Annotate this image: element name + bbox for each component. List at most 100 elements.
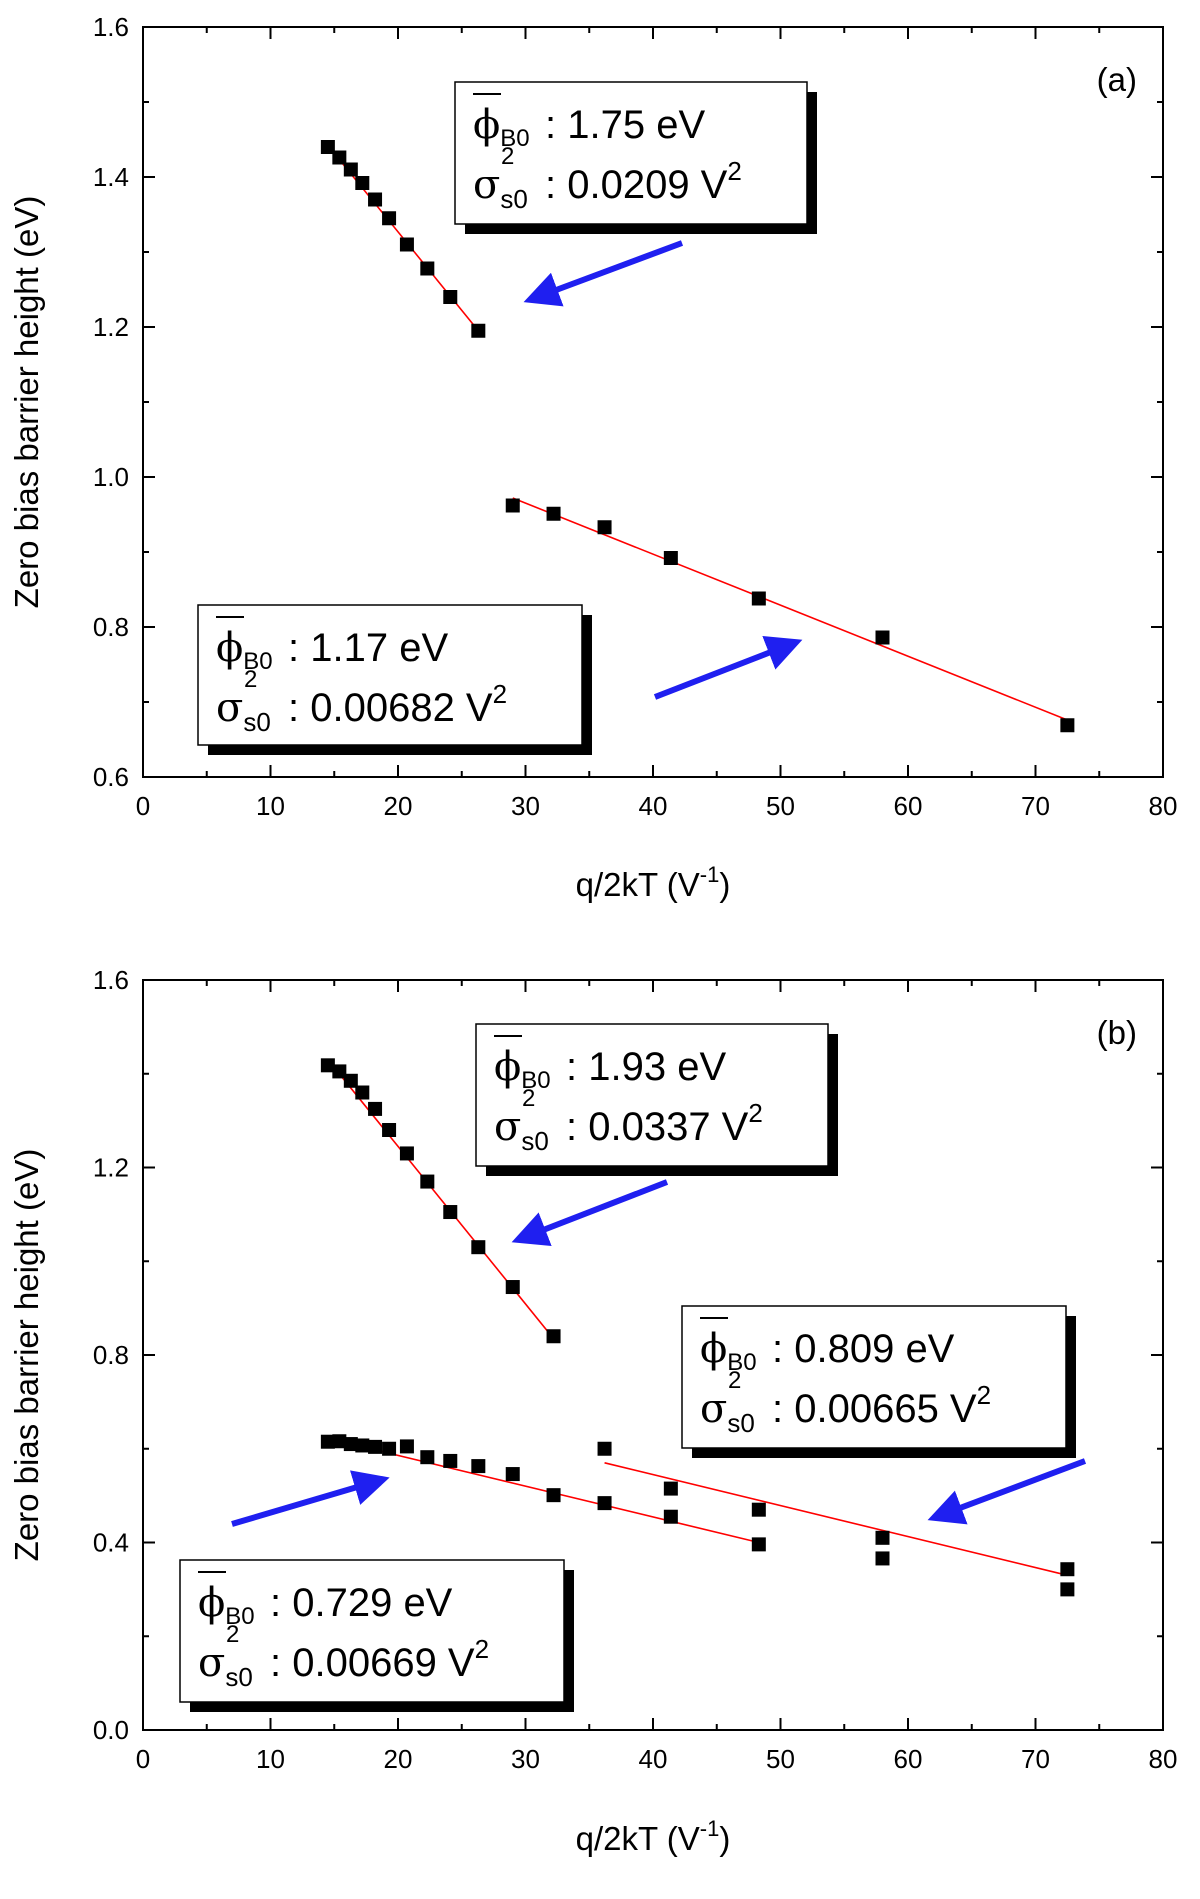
data-point-series-3 — [875, 1551, 890, 1566]
phi-subscript: B0 — [727, 1349, 756, 1376]
fit-line-3 — [604, 1462, 1068, 1577]
phi-symbol: ϕB0 — [473, 102, 530, 152]
x-tick-label: 50 — [766, 791, 795, 821]
phi-symbol: ϕB0 — [216, 625, 273, 675]
sigma-value: : 0.00682 V2 — [288, 679, 507, 730]
x-tick-label: 40 — [639, 791, 668, 821]
x-tick-label: 20 — [384, 791, 413, 821]
y-tick-label: 0.8 — [93, 1340, 129, 1370]
data-point-series-1 — [471, 323, 486, 338]
data-point-series-1 — [546, 1329, 561, 1344]
phi-glyph: ϕ — [198, 1580, 225, 1626]
annotation-frame — [454, 81, 808, 225]
sigma-symbol: σs0 — [216, 685, 271, 737]
sigma-value-main: : 0.00665 V — [772, 1387, 977, 1431]
data-point-series-3 — [1060, 1582, 1075, 1597]
sigma-glyph: σ — [198, 1640, 225, 1686]
x-axis-title: q/2kT (V-1) — [576, 862, 731, 903]
data-point-series-1 — [399, 237, 414, 252]
data-point-series-2 — [663, 551, 678, 565]
phi-symbol: ϕB0 — [700, 1326, 757, 1376]
sigma-glyph: σ — [216, 685, 243, 731]
sigma-glyph: σ — [473, 162, 500, 208]
blue-arrow — [511, 1179, 669, 1247]
phi-subscript: B0 — [225, 1603, 254, 1630]
sigma-superscript: 2 — [244, 666, 257, 693]
data-point-series-1 — [420, 1174, 435, 1189]
x-axis-title-close: ) — [719, 1820, 730, 1857]
y-tick-label: 0.0 — [93, 1715, 129, 1745]
blue-arrow — [523, 240, 684, 307]
sigma-subscript: s0 — [521, 1126, 548, 1156]
data-point-series-1 — [420, 261, 435, 276]
data-point-series-1 — [443, 290, 458, 304]
panel-a-chart: 0 10 20 30 40 50 60 70 80 0.6 0.8 1.0 1.2 1.4 1.6 Zero … — [8, 12, 1177, 903]
data-point-series-2 — [751, 591, 766, 606]
x-tick-label: 70 — [1021, 1744, 1050, 1774]
y-tick-label: 1.4 — [93, 162, 129, 192]
y-tick-label: 0.8 — [93, 612, 129, 642]
x-tick-label: 30 — [511, 1744, 540, 1774]
phi-glyph: ϕ — [494, 1044, 521, 1090]
y-tick-label: 0.4 — [93, 1528, 129, 1558]
sigma-superscript: 2 — [226, 1621, 239, 1648]
sigma-value-exp: 2 — [475, 1634, 489, 1664]
data-point-series-2 — [663, 1509, 678, 1524]
x-axis-title-close: ) — [719, 866, 730, 903]
y-tick-label: 1.6 — [93, 965, 129, 995]
data-point-series-2 — [399, 1439, 414, 1454]
x-axis-title: q/2kT (V-1) — [576, 1816, 731, 1857]
y-tick-label: 1.2 — [93, 312, 129, 342]
x-tick-label: 60 — [894, 1744, 923, 1774]
sigma-glyph: σ — [494, 1104, 521, 1150]
sigma-superscript: 2 — [501, 143, 514, 170]
data-point-series-3 — [597, 1441, 612, 1456]
data-point-series-2 — [355, 1438, 370, 1453]
phi-subscript: B0 — [243, 648, 272, 675]
sigma-value: : 0.0337 V2 — [566, 1098, 763, 1149]
y-axis-title: Zero bias barrier height (eV) — [8, 196, 45, 609]
data-point-series-2 — [382, 1441, 397, 1456]
sigma-value-exp: 2 — [748, 1098, 762, 1128]
data-point-series-3 — [875, 1530, 890, 1545]
phi-glyph: ϕ — [473, 102, 500, 148]
fit-line-2 — [327, 1437, 760, 1544]
data-point-series-1 — [382, 1123, 397, 1137]
sigma-symbol: σs0 — [473, 162, 528, 214]
x-tick-label: 30 — [511, 791, 540, 821]
annotation-frame — [179, 1559, 565, 1703]
x-axis-title-main: q/2kT (V — [576, 866, 700, 903]
data-point-series-1 — [368, 1101, 383, 1116]
data-point-series-2 — [443, 1453, 458, 1468]
data-point-series-1 — [320, 140, 335, 154]
data-point-series-3 — [663, 1481, 678, 1496]
data-point-series-2 — [546, 1488, 561, 1503]
blue-arrow — [653, 635, 803, 700]
phi-value: : 1.75 eV — [545, 103, 705, 147]
x-tick-label: 20 — [384, 1744, 413, 1774]
sigma-symbol: σs0 — [494, 1104, 549, 1156]
data-point-series-1 — [355, 176, 370, 190]
data-point-series-1 — [382, 211, 397, 226]
phi-value: : 1.17 eV — [288, 626, 448, 670]
y-tick-label: 0.6 — [93, 762, 129, 792]
y-tick-label: 1.2 — [93, 1153, 129, 1183]
data-point-series-1 — [399, 1146, 414, 1161]
y-axis-title: Zero bias barrier height (eV) — [8, 1149, 45, 1562]
sigma-value-exp: 2 — [977, 1380, 991, 1410]
sigma-symbol: σs0 — [700, 1386, 755, 1438]
data-point-series-2 — [320, 1434, 335, 1449]
data-point-series-3 — [1060, 1562, 1075, 1577]
sigma-superscript: 2 — [522, 1085, 535, 1112]
data-point-series-2 — [420, 1450, 435, 1465]
sigma-value-main: : 0.00682 V — [288, 686, 493, 730]
y-tick-label: 1.0 — [93, 462, 129, 492]
sigma-subscript: s0 — [225, 1662, 252, 1692]
data-point-series-2 — [597, 520, 612, 535]
data-point-series-2 — [471, 1459, 486, 1474]
phi-glyph: ϕ — [216, 625, 243, 671]
x-tick-label: 80 — [1149, 1744, 1178, 1774]
data-point-series-2 — [368, 1439, 383, 1454]
